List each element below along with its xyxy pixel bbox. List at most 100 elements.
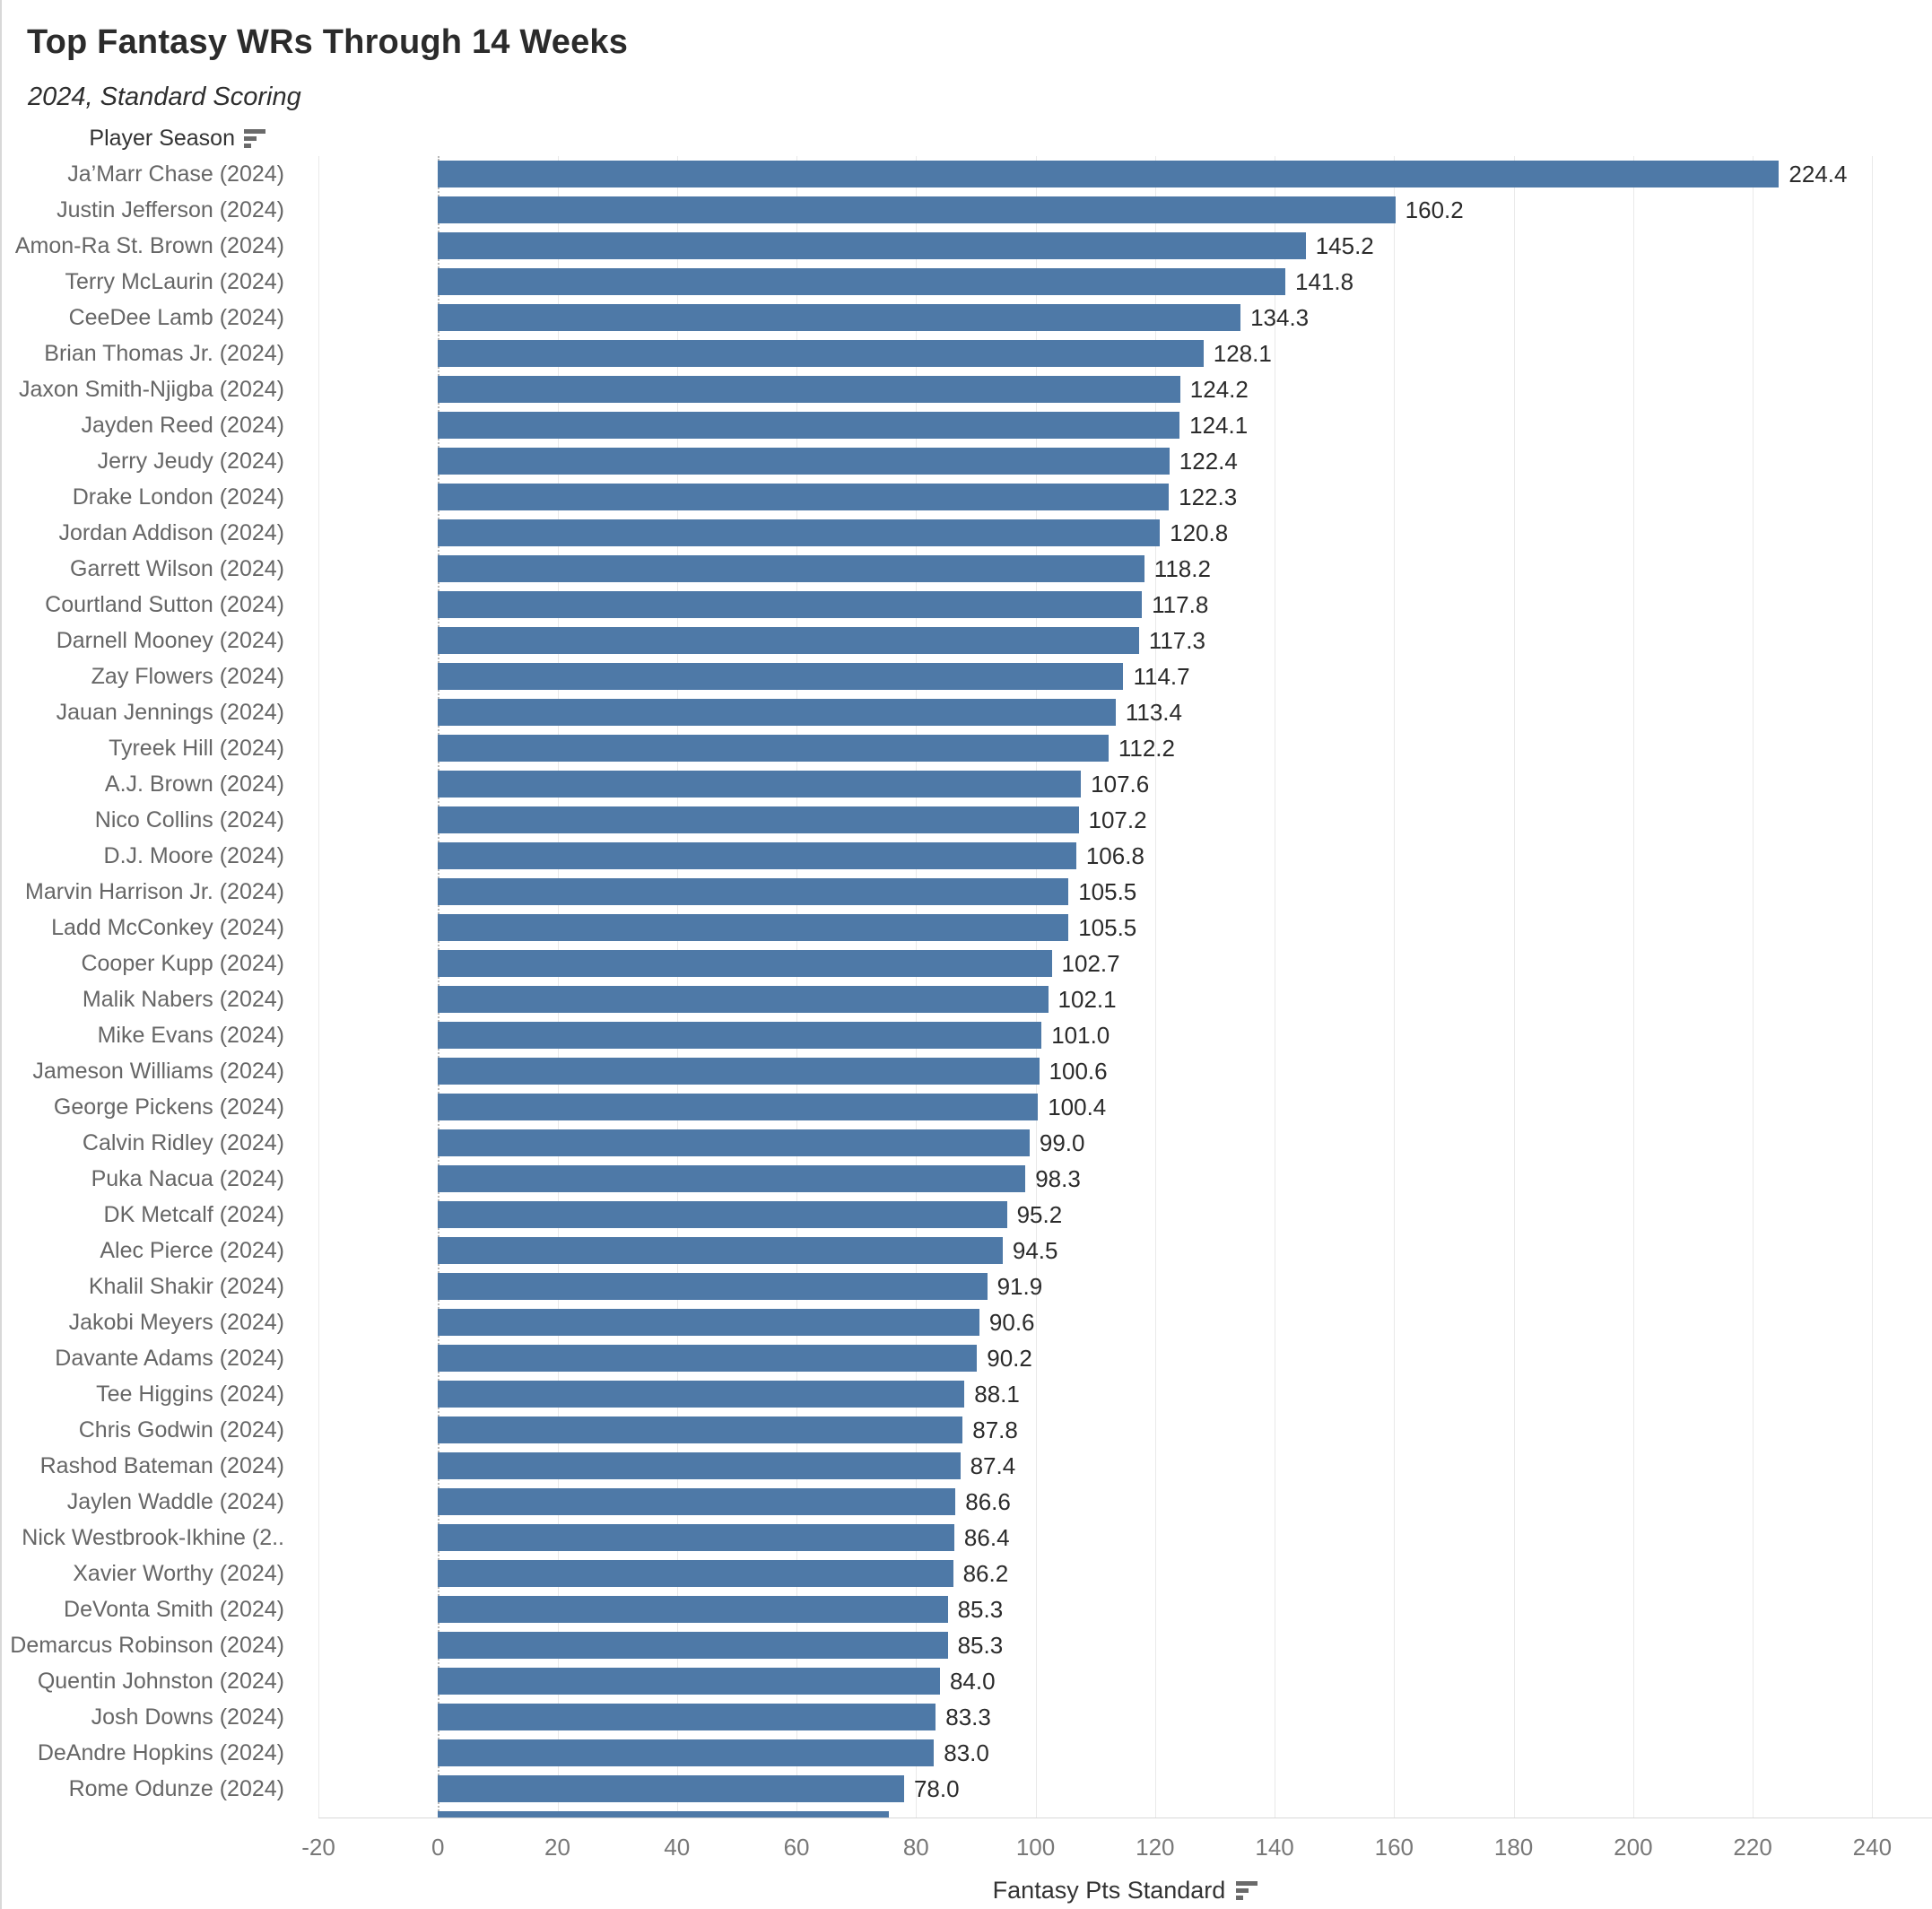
sort-descending-icon[interactable] — [1236, 1878, 1258, 1903]
bar[interactable] — [438, 699, 1116, 726]
bar[interactable] — [438, 1201, 1007, 1228]
table-row: 84.0 — [318, 1663, 1932, 1699]
x-axis-tick-label: 0 — [431, 1834, 445, 1861]
bar[interactable] — [438, 484, 1170, 510]
category-axis-labels: Ja’Marr Chase (2024) Justin Jefferson (20… — [0, 156, 284, 1807]
table-row-clipped — [318, 1807, 1932, 1817]
x-axis-tick-label: 240 — [1852, 1834, 1893, 1861]
bar[interactable] — [438, 268, 1286, 295]
bar-value-label: 91.9 — [996, 1272, 1043, 1300]
row-label: D.J. Moore (2024) — [103, 843, 284, 868]
x-axis-tick-label: 80 — [902, 1834, 929, 1861]
bar[interactable] — [438, 842, 1076, 869]
bar-value-label: 224.4 — [1788, 160, 1848, 187]
bar[interactable] — [438, 1739, 935, 1766]
bar[interactable] — [438, 1488, 956, 1515]
bar[interactable] — [438, 340, 1204, 367]
table-row: 113.4 — [318, 694, 1932, 730]
bar-value-label: 78.0 — [913, 1774, 960, 1802]
bar[interactable] — [438, 771, 1082, 798]
table-row: 102.1 — [318, 981, 1932, 1017]
table-row: 102.7 — [318, 946, 1932, 981]
table-row: 124.2 — [318, 371, 1932, 407]
row-label: Alec Pierce (2024) — [100, 1238, 284, 1263]
bar[interactable] — [438, 1775, 904, 1802]
gridline — [1753, 156, 1754, 1817]
table-row: 105.5 — [318, 910, 1932, 946]
bar[interactable] — [438, 304, 1241, 331]
row-label: Jordan Addison (2024) — [58, 520, 284, 545]
row-label: Josh Downs (2024) — [91, 1704, 284, 1730]
bar[interactable] — [438, 1165, 1026, 1192]
table-row: 107.2 — [318, 802, 1932, 838]
bar[interactable] — [438, 1309, 979, 1336]
bar[interactable] — [438, 878, 1069, 905]
bar[interactable] — [438, 1094, 1039, 1120]
bar[interactable] — [438, 196, 1396, 223]
x-axis-tick-label: 220 — [1733, 1834, 1772, 1861]
x-axis-tick-label: 20 — [544, 1834, 570, 1861]
table-row: 100.4 — [318, 1089, 1932, 1125]
bar[interactable] — [438, 1560, 953, 1587]
bar-value-label: 105.5 — [1078, 877, 1137, 905]
table-row: 101.0 — [318, 1017, 1932, 1053]
bar[interactable] — [438, 519, 1161, 546]
table-row: 83.3 — [318, 1699, 1932, 1735]
table-row: 85.3 — [318, 1591, 1932, 1627]
bar[interactable] — [438, 376, 1180, 403]
bar-value-label: 145.2 — [1315, 231, 1374, 259]
bar[interactable] — [438, 914, 1069, 941]
bar[interactable] — [438, 1452, 961, 1479]
bar[interactable] — [438, 1524, 954, 1551]
bar[interactable] — [438, 1416, 963, 1443]
row-label: Marvin Harrison Jr. (2024) — [25, 879, 284, 904]
bar[interactable] — [438, 412, 1180, 439]
bar[interactable] — [438, 1022, 1042, 1049]
bar[interactable] — [438, 663, 1124, 690]
bar[interactable] — [438, 1596, 948, 1623]
bar[interactable] — [438, 232, 1306, 259]
bar-value-label: 107.2 — [1088, 806, 1147, 833]
bar[interactable] — [438, 986, 1049, 1013]
x-axis-tick-label: 140 — [1255, 1834, 1294, 1861]
bar[interactable] — [438, 1381, 965, 1408]
bar-value-label: 85.3 — [957, 1631, 1004, 1659]
bar[interactable] — [438, 1811, 890, 1817]
bar[interactable] — [438, 555, 1144, 582]
row-label: Ja’Marr Chase (2024) — [67, 161, 284, 187]
bar[interactable] — [438, 735, 1109, 762]
row-label: Jakobi Meyers (2024) — [68, 1310, 284, 1335]
x-axis-ticks: -20 0 20 40 60 80 100 120 140 160 180 200 220 240 — [301, 1834, 1932, 1862]
bar[interactable] — [438, 1129, 1030, 1156]
bar[interactable] — [438, 950, 1052, 977]
row-label: Jameson Williams (2024) — [32, 1059, 284, 1084]
bar[interactable] — [438, 806, 1079, 833]
row-label: Jaylen Waddle (2024) — [66, 1489, 284, 1514]
sort-descending-icon[interactable] — [244, 126, 265, 151]
table-row: 100.6 — [318, 1053, 1932, 1089]
bar[interactable] — [438, 1345, 978, 1372]
bar[interactable] — [438, 1632, 948, 1659]
x-axis-tick-label: 60 — [783, 1834, 810, 1861]
bar[interactable] — [438, 1273, 988, 1300]
bar[interactable] — [438, 1668, 940, 1695]
bar[interactable] — [438, 161, 1780, 187]
bar-value-label: 141.8 — [1295, 267, 1354, 295]
table-row: 87.4 — [318, 1448, 1932, 1484]
bar[interactable] — [438, 1237, 1003, 1264]
bar[interactable] — [438, 448, 1170, 475]
bar[interactable] — [438, 1058, 1040, 1085]
bar[interactable] — [438, 591, 1143, 618]
table-row: 94.5 — [318, 1233, 1932, 1268]
x-axis-tick-label: 120 — [1136, 1834, 1175, 1861]
bar[interactable] — [438, 627, 1139, 654]
table-row: 122.3 — [318, 479, 1932, 515]
bar-value-label: 160.2 — [1405, 196, 1464, 223]
x-axis-title-label: Fantasy Pts Standard — [992, 1877, 1226, 1904]
row-label: A.J. Brown (2024) — [104, 771, 284, 797]
chart-subtitle: 2024, Standard Scoring — [28, 83, 301, 111]
table-row: 122.4 — [318, 443, 1932, 479]
bar-value-label: 124.1 — [1189, 411, 1249, 439]
bar-value-label: 99.0 — [1039, 1129, 1085, 1156]
bar[interactable] — [438, 1704, 936, 1730]
